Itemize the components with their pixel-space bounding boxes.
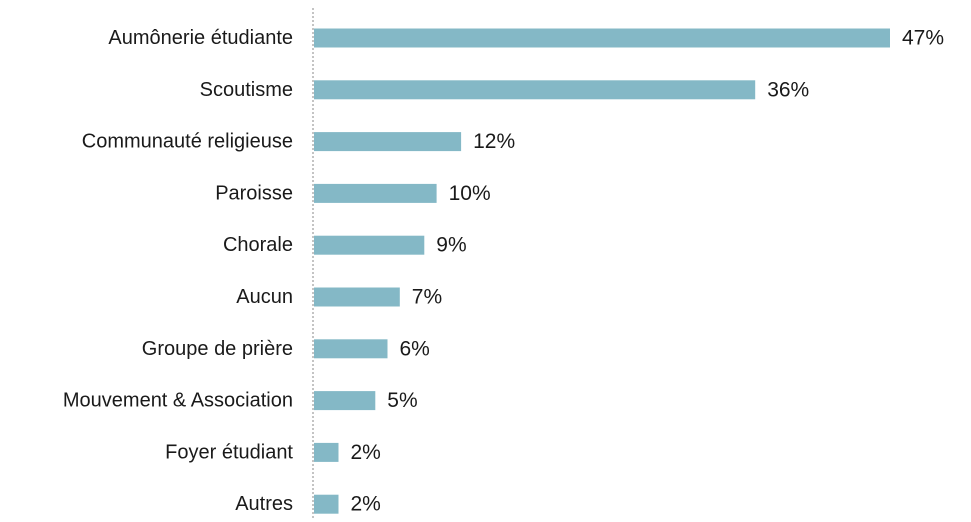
category-label-3: Paroisse [215,182,293,204]
bar-4 [314,235,425,255]
bar-8 [314,442,339,462]
value-label-2: 12% [473,130,515,153]
category-label-6: Groupe de prière [142,338,293,360]
category-label-5: Aucun [236,286,293,308]
value-label-9: 2% [351,493,381,516]
value-label-7: 5% [387,389,417,412]
value-label-4: 9% [436,234,466,257]
value-label-1: 36% [767,78,809,101]
bar-1 [314,80,756,100]
value-label-6: 6% [400,337,430,360]
bar-0 [314,28,890,48]
bar-7 [314,391,376,411]
value-label-8: 2% [351,441,381,464]
value-labels-group: 47% 36% 12% 10% 9% 7% 6% 5% 2% 2% [351,27,945,516]
bar-5 [314,287,400,307]
bars-group [314,28,890,514]
value-label-5: 7% [412,286,442,309]
value-label-0: 47% [902,27,944,50]
category-label-7: Mouvement & Association [63,390,293,412]
bar-9 [314,494,339,514]
category-label-2: Communauté religieuse [82,131,293,153]
value-label-3: 10% [449,182,491,205]
category-label-4: Chorale [223,234,293,256]
category-label-1: Scoutisme [200,79,293,101]
category-label-0: Aumônerie étudiante [108,27,293,49]
category-labels-group: Aumônerie étudiante Scoutisme Communauté r… [63,27,294,515]
category-label-9: Autres [235,493,293,515]
bar-2 [314,132,462,152]
bar-3 [314,183,437,203]
category-label-8: Foyer étudiant [165,441,293,463]
bar-6 [314,339,388,359]
